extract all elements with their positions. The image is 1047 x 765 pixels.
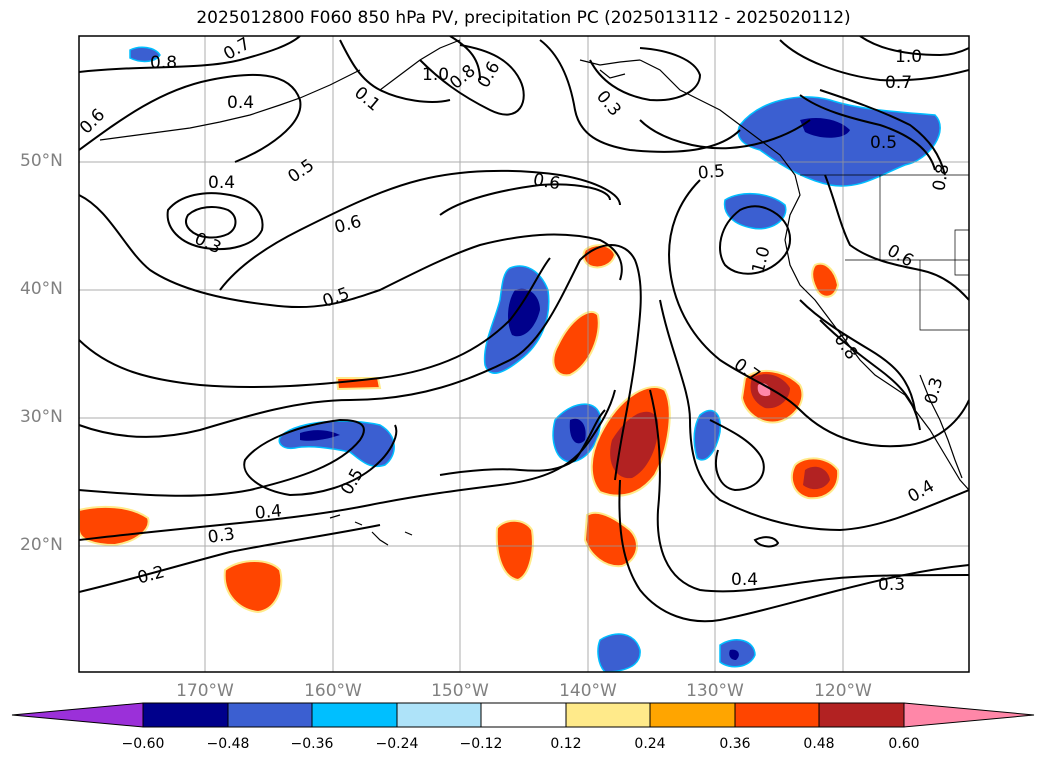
map-title: 2025012800 F060 850 hPa PV, precipitatio… bbox=[196, 8, 851, 28]
contour-label: 0.6 bbox=[532, 170, 562, 194]
contour-label: 0.4 bbox=[227, 93, 254, 113]
colorbar-tick-label: −0.48 bbox=[206, 736, 250, 752]
precip-shading bbox=[79, 46, 941, 672]
lon-label: 140°W bbox=[559, 681, 617, 701]
colorbar-extend-max bbox=[903, 702, 1035, 728]
lon-label: 130°W bbox=[686, 681, 744, 701]
colorbar-tick-label: 0.36 bbox=[719, 736, 751, 752]
contour-label: 1.0 bbox=[895, 47, 922, 67]
colorbar bbox=[11, 702, 1035, 728]
colorbar-bin bbox=[734, 702, 820, 728]
precip-negative-area bbox=[737, 96, 941, 187]
colorbar-bin bbox=[649, 702, 736, 728]
map-frame bbox=[78, 35, 970, 673]
map-plot-area: 0.8 0.7 0.6 0.4 0.5 0.4 0.3 0.6 0.5 0.6 … bbox=[79, 36, 969, 672]
colorbar-tick-label: 0.60 bbox=[888, 736, 920, 752]
pv-contours bbox=[79, 36, 969, 623]
contour-label: 0.5 bbox=[697, 161, 726, 183]
colorbar-bin bbox=[142, 702, 229, 728]
colorbar-extend-min bbox=[11, 702, 144, 728]
lat-label: 50°N bbox=[20, 151, 63, 171]
colorbar-tick-label: 0.12 bbox=[550, 736, 582, 752]
contour-label: 0.7 bbox=[885, 73, 912, 93]
contour-label: 0.4 bbox=[254, 501, 283, 523]
colorbar-tick-label: −0.24 bbox=[375, 736, 419, 752]
graticule bbox=[79, 36, 969, 672]
lon-label: 150°W bbox=[431, 681, 489, 701]
colorbar-bin bbox=[565, 702, 651, 728]
contour-label: 0.3 bbox=[207, 524, 237, 548]
colorbar-bin bbox=[818, 702, 905, 728]
hawaii-islands bbox=[329, 514, 413, 546]
lat-label: 20°N bbox=[20, 535, 63, 555]
colorbar-bin bbox=[311, 702, 398, 728]
colorbar-bin bbox=[480, 702, 567, 728]
colorbar-bin bbox=[396, 702, 482, 728]
colorbar-tick-label: −0.60 bbox=[121, 736, 165, 752]
contour-label: 1.0 bbox=[422, 65, 449, 85]
colorbar-bin bbox=[227, 702, 313, 728]
aleutian-islands bbox=[99, 69, 361, 141]
lat-label: 30°N bbox=[20, 407, 63, 427]
colorbar-tick-label: 0.24 bbox=[634, 736, 666, 752]
lon-label: 120°W bbox=[814, 681, 872, 701]
lon-label: 160°W bbox=[304, 681, 362, 701]
lon-label: 170°W bbox=[176, 681, 234, 701]
contour-label: 0.4 bbox=[208, 173, 235, 193]
contour-label: 0.4 bbox=[731, 570, 758, 590]
colorbar-tick-label: −0.12 bbox=[459, 736, 503, 752]
colorbar-tick-label: −0.36 bbox=[290, 736, 334, 752]
contour-label: 0.8 bbox=[929, 162, 953, 192]
lat-label: 40°N bbox=[20, 279, 63, 299]
contour-label: 0.3 bbox=[878, 575, 905, 595]
colorbar-tick-label: 0.48 bbox=[803, 736, 835, 752]
contour-label: 0.8 bbox=[150, 53, 177, 73]
contour-label: 0.5 bbox=[870, 133, 897, 153]
